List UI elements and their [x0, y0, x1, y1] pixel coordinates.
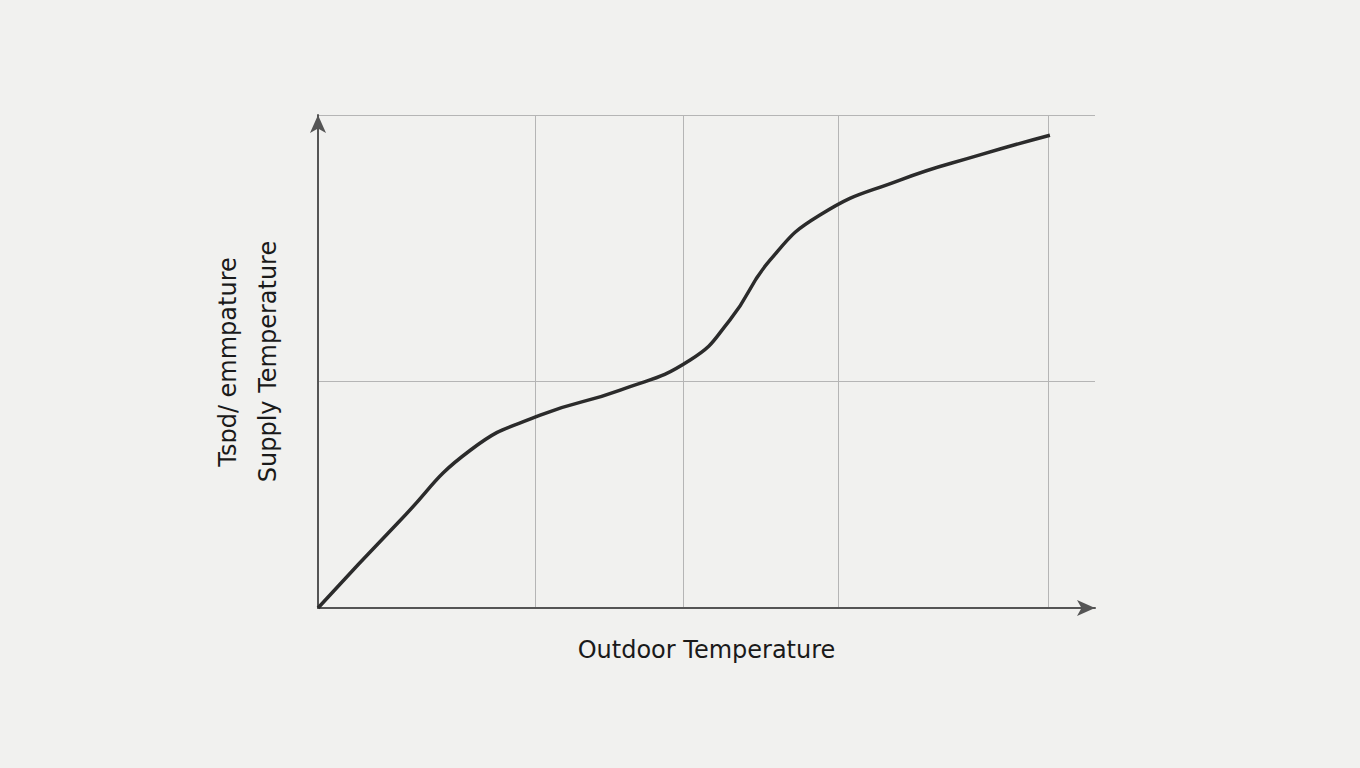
- svg-text:Outdoor Temperature: Outdoor Temperature: [578, 636, 836, 664]
- svg-text:Supply Temperature: Supply Temperature: [254, 241, 282, 482]
- svg-text:Tsɒd/ emmpature: Tsɒd/ emmpature: [214, 257, 242, 468]
